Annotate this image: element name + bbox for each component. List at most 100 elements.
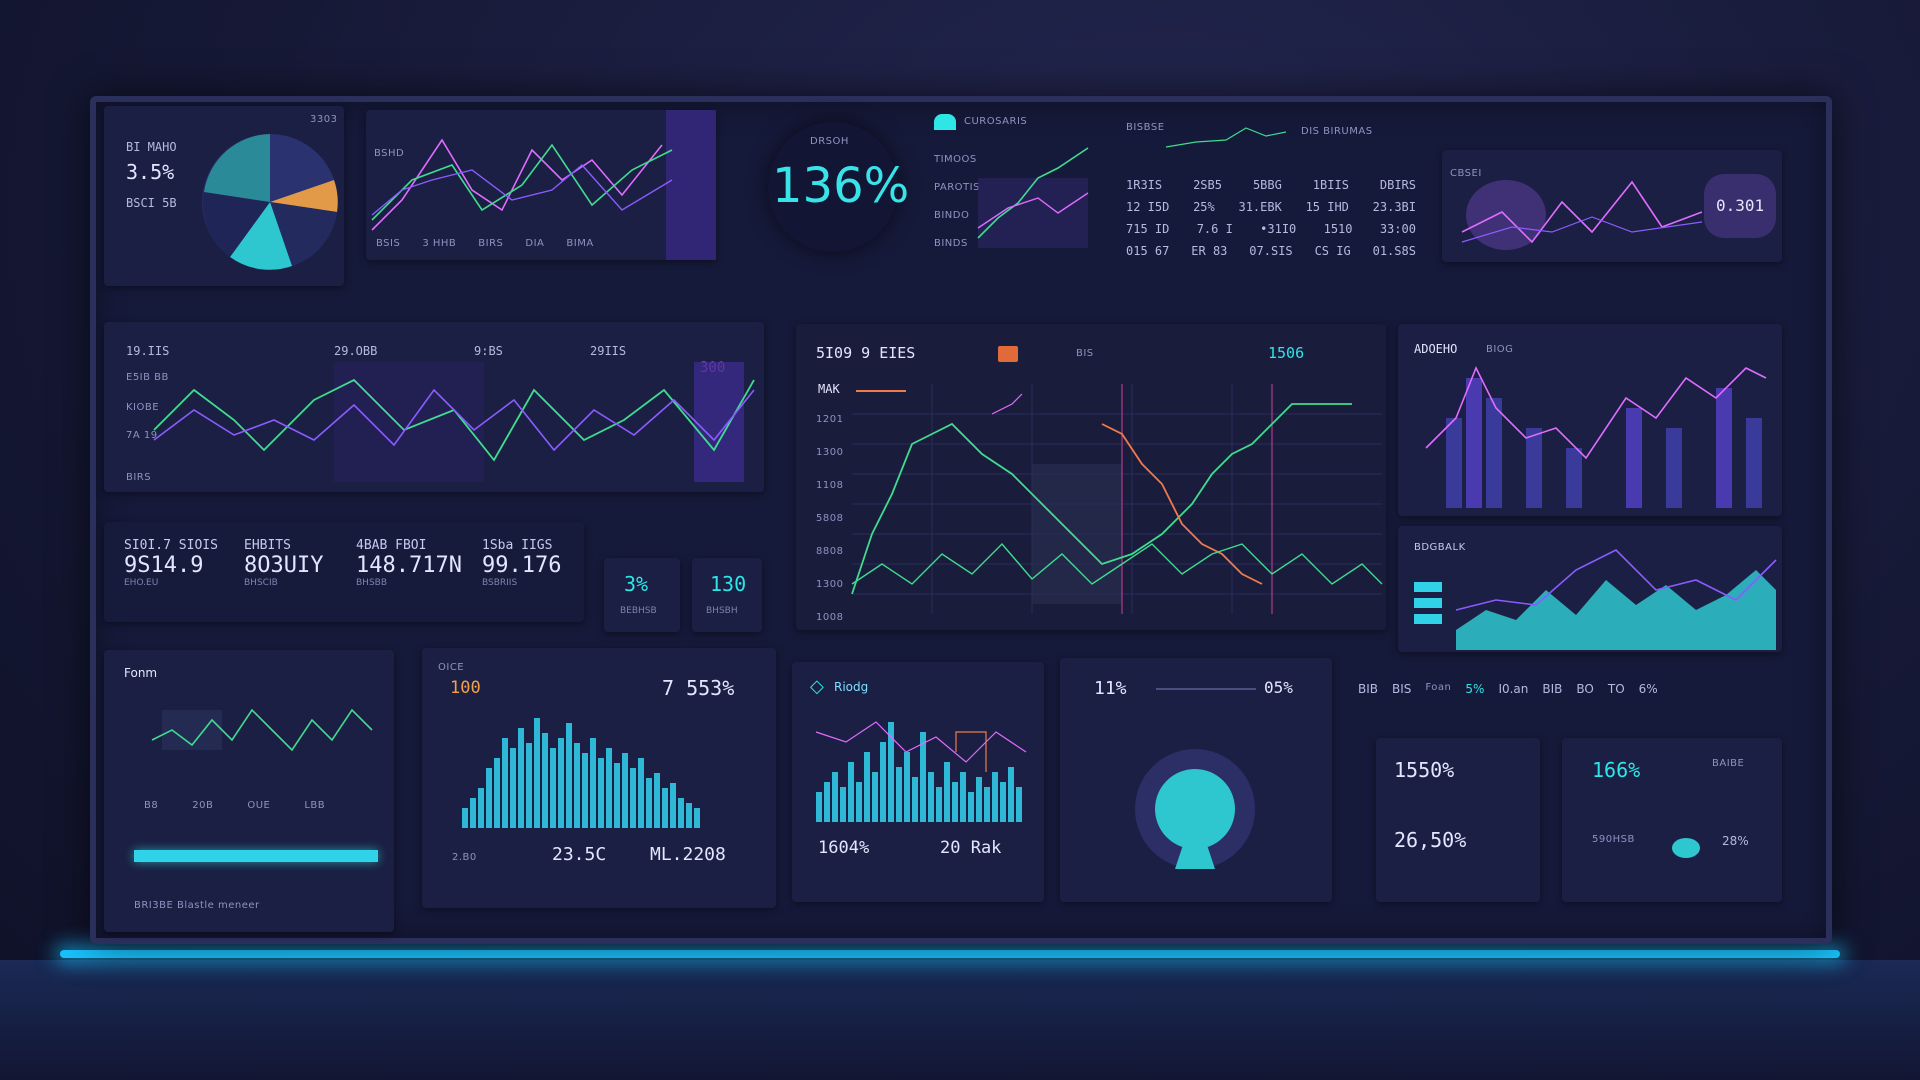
table-title-b: DIS BIRUMAS	[1301, 126, 1373, 137]
area-panel: BDGBALK	[1398, 526, 1782, 652]
axis-tick: LBB	[304, 800, 326, 811]
wave-y-label: BIRS	[126, 472, 152, 483]
table-sparkline	[1165, 127, 1287, 148]
axis-tick: BIMA	[566, 238, 594, 249]
pie-label: BI MAHO	[126, 140, 177, 154]
axis-tick: B8	[144, 800, 159, 811]
stats-table: 1R3IS 2SB5 5BBG 1BIIS DBIRS 12 I5D 25% 3…	[1126, 178, 1416, 258]
histogram-footer-c: 2.B0	[452, 852, 477, 863]
axis-tick: BIRS	[478, 238, 504, 249]
ring-label: DRSOH	[810, 136, 849, 147]
donut-value-a: 11%	[1094, 678, 1127, 699]
mini-row: TIMOOS	[934, 154, 977, 165]
small-tile: 3% BEBHSB	[604, 558, 680, 632]
stat-a-bottom: 26,50%	[1394, 828, 1467, 852]
pie-sub: BSCI 5B	[126, 196, 177, 210]
table-row: 12 I5D 25% 31.EBK 15 IHD 23.3BI	[1126, 200, 1416, 214]
y-tick: 1300	[816, 447, 844, 458]
top-right-value: 0.301	[1716, 196, 1765, 215]
highlight-band	[334, 362, 484, 482]
highlight-band	[694, 362, 744, 482]
bottom-left-title: Fonm	[124, 666, 158, 680]
pie-chart	[202, 134, 338, 270]
small-tile-sub: BEBHSB	[620, 606, 657, 616]
table-cell: 31.EBK	[1238, 200, 1282, 214]
pie-value: 3.5%	[126, 160, 175, 184]
cyan-histogram-value-a: 1604%	[818, 838, 870, 858]
y-tick: 8808	[816, 546, 844, 557]
wave-panel: 19.IIS 29.OBB 9:BS 29IIS 300 E5IB BB KIO…	[104, 322, 764, 492]
kpi-label: EHBITS	[244, 538, 291, 553]
small-tile: 130 BHSBH	[692, 558, 762, 632]
stat-tile-b: 166% BAIBE 590HSB 28%	[1562, 738, 1782, 902]
table-cell: 07.SIS	[1249, 244, 1293, 258]
legend-line	[856, 390, 906, 392]
stats-table-panel: BISBSE DIS BIRUMAS 1R3IS 2SB5 5BBG 1BIIS…	[1126, 122, 1416, 272]
right-bars-sub: BIOG	[1486, 344, 1514, 355]
table-cell: 23.3BI	[1372, 200, 1416, 214]
small-tile-value: 130	[710, 572, 747, 596]
y-tick: 1201	[816, 414, 844, 425]
wave-label: 19.IIS	[126, 344, 170, 358]
mini-chart-panel: CUROSARIS TIMOOS PAROTIS BINDO BINDS	[934, 114, 1094, 264]
stat-header-item: BIB	[1542, 682, 1563, 696]
table-row: 1R3IS 2SB5 5BBG 1BIIS DBIRS	[1126, 178, 1416, 192]
stat-b-top: 166%	[1592, 758, 1641, 782]
main-chart-panel: 5I09 9 EIES BIS 1506 MAK 1201 1300 1108 …	[796, 324, 1386, 630]
stat-b-unit: 28%	[1722, 834, 1749, 848]
table-cell: •31I0	[1260, 222, 1297, 236]
multi-line-panel: BSHD BSIS 3 HHB BIRS DIA BIMA	[366, 110, 716, 260]
dashboard-screen: BI MAHO 3.5% BSCI 5B 3303 BSHD BSIS 3 HH…	[90, 96, 1832, 944]
wave-label: 29IIS	[590, 344, 627, 358]
donut-value-b: 05%	[1264, 678, 1293, 697]
table-cell: 715 ID	[1126, 222, 1170, 236]
kpi-value: 8O3UIY	[244, 553, 324, 578]
right-bars-chart	[1425, 366, 1767, 508]
kpi-value: 9S14.9	[124, 553, 204, 578]
main-chart-marker: BIS	[1076, 348, 1094, 359]
stat-header-item: Foan	[1425, 682, 1452, 693]
highlight-column	[666, 110, 716, 260]
table-cell: 1R3IS	[1126, 178, 1163, 192]
stat-a-top: 1550%	[1394, 758, 1455, 782]
pie-corner-label: 3303	[310, 114, 338, 125]
desk-surface	[0, 960, 1920, 1080]
stat-header-item: BO	[1576, 682, 1594, 696]
axis-tick: BSIS	[376, 238, 401, 249]
kpi-card: 1Sba IIGS 99.176 BSBRIIS	[482, 538, 561, 588]
progress-bar	[134, 850, 378, 862]
wave-label: 9:BS	[474, 344, 503, 358]
histogram-right-value: 7 553%	[662, 676, 735, 700]
table-cell: 7.6 I	[1196, 222, 1233, 236]
stat-header-item: TO	[1607, 682, 1625, 696]
mini-row: BINDS	[934, 238, 968, 249]
toggle-icon[interactable]	[1672, 838, 1700, 858]
main-chart-title: 5I09 9 EIES	[816, 344, 916, 362]
y-tick: 1108	[816, 480, 844, 491]
right-bars-title: ADOEHO	[1414, 342, 1458, 356]
top-right-panel: CBSEI 0.301	[1442, 150, 1782, 262]
table-cell: DBIRS	[1379, 178, 1416, 192]
desk-glow-strip	[60, 950, 1840, 958]
bottom-left-footer: BRI3BE Blastle meneer	[134, 900, 260, 911]
value-badge: 0.301	[1704, 174, 1776, 238]
table-cell: 2SB5	[1193, 178, 1222, 192]
ring-value: 136%	[772, 158, 910, 214]
stat-header-item: 5%	[1465, 682, 1485, 696]
alert-icon[interactable]	[998, 346, 1018, 362]
kpi-label: SI0I.7 SIOIS	[124, 538, 218, 553]
cloud-icon	[934, 114, 956, 130]
small-tile-sub: BHSBH	[706, 606, 738, 616]
ring-panel: DRSOH 136%	[768, 122, 909, 252]
histogram-footer-b: ML.2208	[650, 844, 726, 865]
mini-chart-title: CUROSARIS	[964, 116, 1028, 127]
y-tick: 5808	[816, 513, 844, 524]
bottom-left-line-chart	[151, 708, 373, 752]
main-chart-label: MAK	[818, 382, 840, 396]
donut-panel: 11% 05%	[1060, 658, 1332, 902]
pie-panel: BI MAHO 3.5% BSCI 5B 3303	[104, 106, 344, 286]
top-right-label: CBSEI	[1450, 168, 1482, 179]
histogram-chart	[462, 718, 700, 828]
stat-header-item: BIS	[1392, 682, 1412, 696]
main-line-chart	[851, 384, 1383, 614]
